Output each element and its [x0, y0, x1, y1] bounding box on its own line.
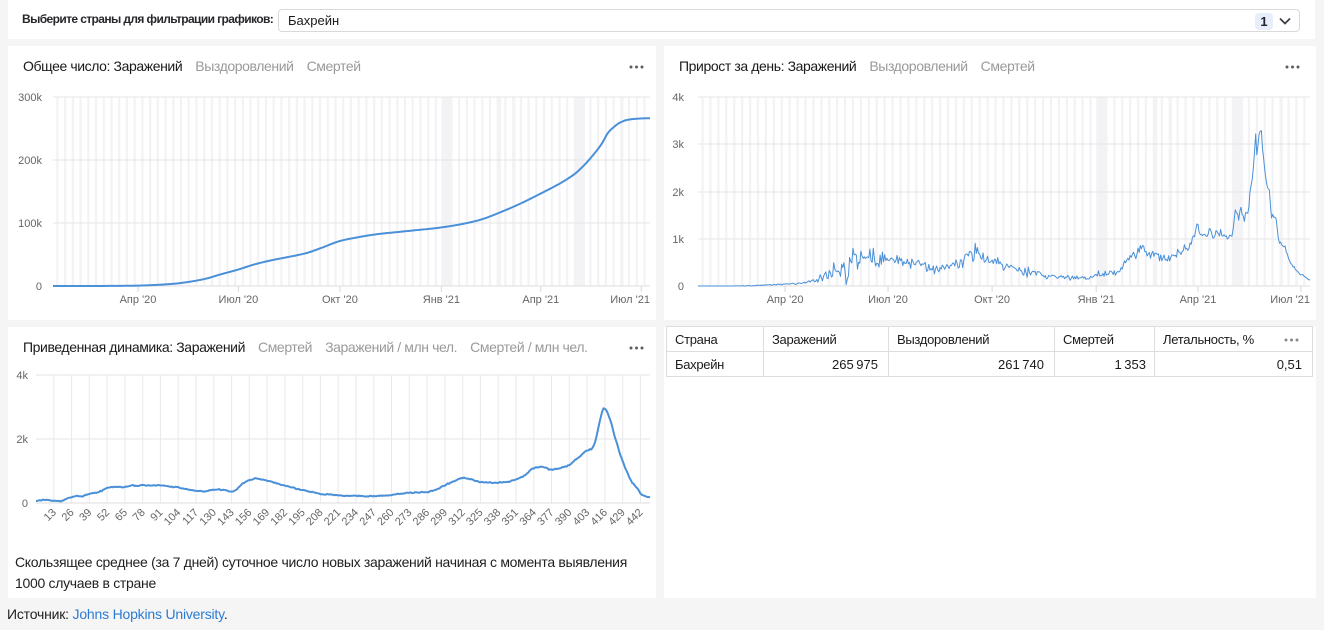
- svg-text:Июл '20: Июл '20: [868, 294, 908, 306]
- svg-text:325: 325: [464, 507, 485, 528]
- svg-text:117: 117: [180, 507, 201, 528]
- svg-text:195: 195: [286, 507, 307, 528]
- svg-text:169: 169: [251, 507, 272, 528]
- svg-text:2k: 2k: [672, 187, 684, 199]
- svg-text:4k: 4k: [16, 370, 28, 382]
- svg-text:Апр '20: Апр '20: [120, 294, 157, 306]
- svg-text:143: 143: [215, 507, 236, 528]
- svg-text:312: 312: [446, 507, 467, 528]
- svg-text:3k: 3k: [672, 139, 684, 151]
- svg-text:Окт '20: Окт '20: [322, 294, 358, 306]
- svg-text:286: 286: [411, 507, 432, 528]
- svg-text:338: 338: [482, 507, 503, 528]
- svg-text:403: 403: [571, 507, 592, 528]
- svg-text:351: 351: [500, 507, 521, 528]
- svg-text:221: 221: [322, 507, 343, 528]
- svg-text:390: 390: [553, 507, 574, 528]
- svg-text:1k: 1k: [672, 234, 684, 246]
- svg-text:182: 182: [269, 507, 290, 528]
- svg-text:104: 104: [162, 507, 183, 528]
- svg-text:78: 78: [131, 507, 148, 524]
- svg-text:Июл '20: Июл '20: [219, 294, 259, 306]
- svg-text:39: 39: [77, 507, 94, 524]
- svg-text:300k: 300k: [18, 92, 42, 104]
- svg-text:Июл '21: Июл '21: [1270, 294, 1310, 306]
- svg-text:416: 416: [589, 507, 610, 528]
- svg-text:13: 13: [42, 507, 59, 524]
- svg-text:208: 208: [304, 507, 325, 528]
- svg-text:200k: 200k: [18, 155, 42, 167]
- svg-text:364: 364: [517, 507, 538, 528]
- svg-text:26: 26: [60, 507, 77, 524]
- svg-text:0: 0: [678, 281, 684, 293]
- svg-text:52: 52: [95, 507, 112, 524]
- svg-text:299: 299: [429, 507, 450, 528]
- svg-text:130: 130: [197, 507, 218, 528]
- svg-text:65: 65: [113, 507, 130, 524]
- svg-text:0: 0: [36, 281, 42, 293]
- svg-text:0: 0: [22, 498, 28, 510]
- svg-text:234: 234: [340, 507, 361, 528]
- svg-text:442: 442: [624, 507, 645, 528]
- svg-text:Апр '21: Апр '21: [1180, 294, 1217, 306]
- svg-text:260: 260: [375, 507, 396, 528]
- svg-text:100k: 100k: [18, 218, 42, 230]
- svg-text:247: 247: [357, 507, 378, 528]
- svg-text:Янв '21: Янв '21: [1078, 294, 1115, 306]
- svg-text:Апр '20: Апр '20: [767, 294, 804, 306]
- svg-text:Июл '21: Июл '21: [610, 294, 650, 306]
- svg-text:Окт '20: Окт '20: [974, 294, 1010, 306]
- svg-text:377: 377: [535, 507, 556, 528]
- svg-text:4k: 4k: [672, 92, 684, 104]
- svg-text:156: 156: [233, 507, 254, 528]
- svg-text:273: 273: [393, 507, 414, 528]
- svg-text:429: 429: [606, 507, 627, 528]
- svg-text:Янв '21: Янв '21: [423, 294, 460, 306]
- svg-text:2k: 2k: [16, 434, 28, 446]
- svg-text:Апр '21: Апр '21: [522, 294, 559, 306]
